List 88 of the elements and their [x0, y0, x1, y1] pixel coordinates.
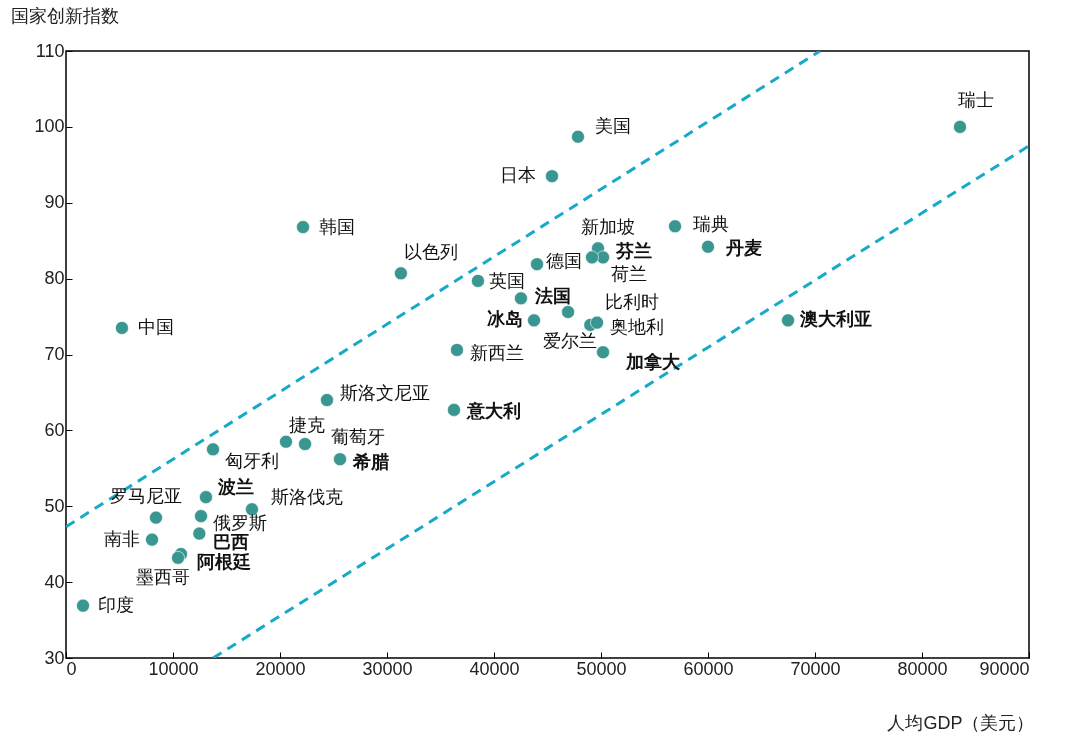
annotation: 美国 [594, 115, 631, 136]
y-tick-label: 80 [44, 268, 65, 289]
annotation: 斯洛伐克 [270, 487, 343, 508]
x-tick-label: 50000 [576, 658, 627, 679]
annotation: 新加坡 [581, 217, 635, 238]
x-tick-label: 40000 [469, 658, 520, 679]
annotation: 印度 [98, 594, 135, 615]
annotation: 丹麦 [725, 237, 762, 258]
annotation: 日本 [499, 165, 536, 186]
annotation: 加拿大 [625, 352, 682, 373]
point [596, 345, 610, 360]
point [206, 442, 220, 457]
annotation: 以色列 [403, 242, 458, 263]
point [571, 129, 585, 144]
annotation: 法国 [533, 286, 571, 307]
y-tick-label: 40 [44, 571, 65, 592]
x-tick-label: 20000 [255, 658, 306, 679]
annotation: 巴西 [213, 531, 250, 552]
x-tick-label: 60000 [683, 658, 734, 679]
y-tick-label: 70 [44, 344, 65, 364]
point [701, 239, 715, 254]
annotation: 芬兰 [615, 241, 653, 262]
annotation: 澳大利亚 [799, 309, 873, 330]
y-tick-label: 30 [44, 647, 65, 668]
y-tick-label: 100 [34, 116, 65, 137]
annotation: 俄罗斯 [213, 513, 268, 534]
annotation: 瑞士 [957, 89, 994, 110]
x-tick-label: 10000 [148, 658, 199, 679]
annotation: 南非 [104, 528, 141, 549]
annotation: 匈牙利 [225, 451, 280, 472]
annotation: 希腊 [352, 452, 390, 473]
x-tick-label: 80000 [897, 658, 948, 679]
point [320, 393, 334, 407]
annotation: 中国 [137, 316, 174, 337]
point [115, 321, 129, 335]
point [194, 509, 208, 523]
annotation: 英国 [488, 270, 525, 291]
annotation: 荷兰 [611, 264, 648, 285]
point [298, 437, 312, 451]
point [590, 315, 604, 330]
annotation: 波兰 [216, 477, 254, 498]
x-tick-label: 30000 [362, 658, 413, 679]
annotation: 新西兰 [469, 342, 524, 363]
point [781, 313, 795, 328]
point [171, 551, 185, 565]
point [199, 490, 213, 504]
annotation: 斯洛文尼亚 [339, 383, 430, 404]
annotation: 爱尔兰 [543, 330, 598, 351]
annotation: 冰岛 [487, 309, 524, 330]
annotation: 葡萄牙 [331, 427, 386, 448]
x-axis-title: 人均GDP（美元） [887, 712, 1035, 733]
point [450, 343, 464, 357]
point [953, 120, 967, 134]
point [149, 510, 163, 525]
annotation: 意大利 [465, 400, 521, 421]
point [192, 526, 207, 541]
x-tick-label: 0 [66, 658, 77, 679]
point [561, 305, 575, 319]
point [296, 220, 310, 234]
point [447, 403, 461, 417]
point [471, 274, 485, 288]
annotation: 德国 [546, 251, 583, 272]
point [527, 313, 541, 328]
annotation: 捷克 [288, 414, 325, 435]
point [76, 598, 90, 613]
point [333, 452, 347, 467]
y-tick-label: 50 [44, 495, 65, 516]
x-tick-label: 70000 [790, 658, 841, 679]
point [668, 219, 682, 234]
annotation: 奥地利 [610, 316, 665, 337]
point [545, 169, 559, 183]
annotation: 罗马尼亚 [109, 485, 182, 506]
point [530, 257, 544, 272]
point [394, 266, 408, 281]
annotation: 阿根廷 [197, 552, 252, 573]
annotation: 比利时 [605, 292, 660, 313]
y-tick-label: 90 [44, 192, 65, 213]
point [145, 532, 159, 547]
point [279, 434, 293, 449]
y-tick-label: 110 [35, 40, 65, 61]
annotation: 瑞典 [693, 214, 730, 235]
y-axis-title: 国家创新指数 [10, 5, 119, 26]
point [585, 250, 599, 265]
y-tick-label: 60 [44, 419, 65, 440]
annotation: 墨西哥 [136, 566, 191, 587]
x-tick-label: 90000 [979, 658, 1030, 679]
annotation: 韩国 [319, 217, 356, 238]
point [514, 291, 528, 306]
